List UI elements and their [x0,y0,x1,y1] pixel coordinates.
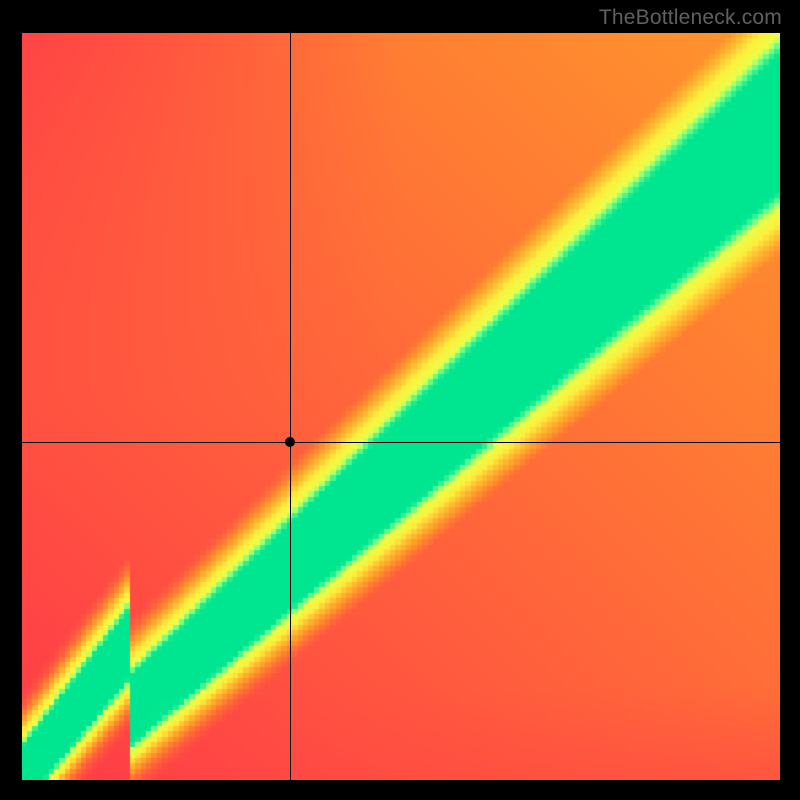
bottleneck-heatmap [22,33,780,780]
heatmap-canvas [22,33,780,780]
crosshair-vertical [290,33,291,780]
crosshair-horizontal [22,442,780,443]
watermark-text: TheBottleneck.com [599,6,782,30]
selection-marker [285,437,295,447]
